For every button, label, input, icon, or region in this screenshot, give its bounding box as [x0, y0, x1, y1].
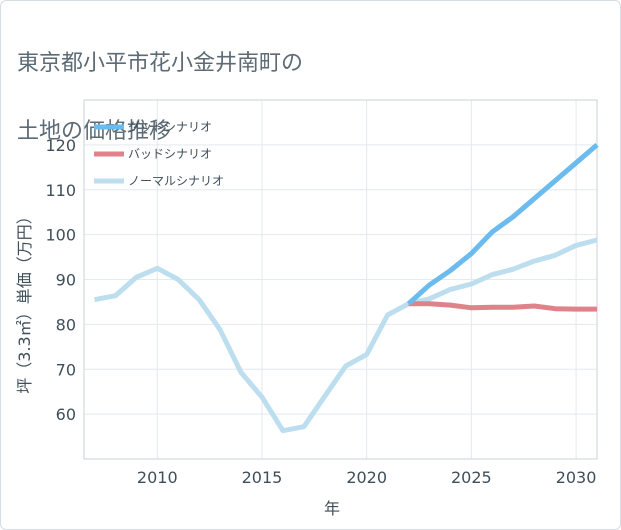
y-tick-label: 90	[56, 271, 76, 290]
legend-label-3: ノーマルシナリオ	[128, 174, 224, 188]
x-tick-label: 2015	[242, 468, 283, 487]
x-tick-label: 2025	[451, 468, 492, 487]
grid	[83, 99, 598, 460]
plot-border	[83, 99, 598, 460]
x-tick-label: 2010	[137, 468, 178, 487]
y-tick-label: 110	[45, 181, 76, 200]
series-line-2	[408, 301, 597, 312]
tick-labels: 60 70 80 90 100 110 120 2010 2015 2020 2025 2030	[45, 136, 596, 487]
y-tick-label: 100	[45, 226, 76, 245]
y-tick-label: 60	[56, 405, 76, 424]
series-line-3	[94, 237, 598, 434]
x-tick-label: 2030	[556, 468, 597, 487]
series-lines	[94, 143, 599, 434]
chart-title: 東京都小平市花小金井南町の 土地の価格推移	[17, 13, 303, 183]
chart-title-line-2: 土地の価格推移	[17, 119, 172, 144]
x-axis-label: 年	[324, 499, 340, 518]
legend-label-1: グッドシナリオ	[128, 120, 212, 134]
legend-label-2: バッドシナリオ	[128, 147, 212, 161]
y-tick-label: 120	[45, 136, 76, 155]
y-tick-label: 70	[56, 360, 76, 379]
y-axis-label: 坪（3.3㎡）単価（万円）	[15, 208, 34, 393]
series-line-1	[406, 143, 599, 306]
chart-title-line-1: 東京都小平市花小金井南町の	[17, 51, 304, 76]
x-tick-label: 2020	[346, 468, 387, 487]
y-tick-label: 80	[56, 315, 76, 334]
